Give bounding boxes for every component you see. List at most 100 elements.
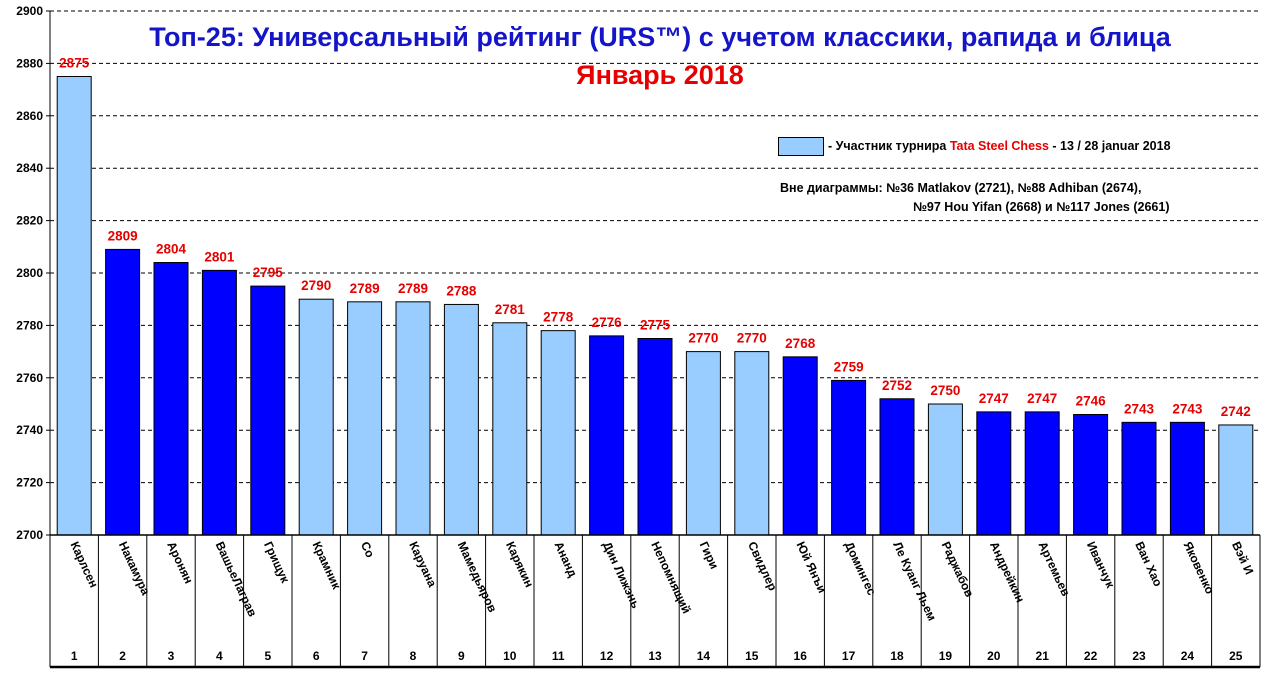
y-tick-label: 2780 (16, 318, 43, 332)
bar (976, 411, 1012, 536)
bar-value-label: 2743 (1124, 401, 1155, 416)
bar-value-label: 2789 (350, 281, 380, 296)
player-rank-label: 14 (697, 649, 711, 663)
chart-title: Топ-25: Универсальный рейтинг (URS™) с у… (149, 22, 1171, 52)
bar-value-label: 2759 (834, 359, 864, 374)
chart-subtitle: Январь 2018 (576, 60, 744, 90)
bar-value-label: 2778 (543, 310, 574, 325)
player-rank-label: 21 (1036, 649, 1050, 663)
bar (153, 262, 189, 536)
player-rank-label: 16 (794, 649, 808, 663)
player-rank-label: 9 (458, 649, 465, 663)
legend-dates: - 13 / 28 januar 2018 (1048, 138, 1171, 153)
off-chart-note-line1: Вне диаграммы: №36 Matlakov (2721), №88 … (780, 181, 1142, 195)
player-name-label: Крамник (309, 539, 344, 592)
bar (540, 330, 576, 536)
bar (1169, 421, 1205, 536)
y-tick-label: 2760 (16, 371, 43, 385)
value-labels: 2875 2809 2804 2801 2795 2790 2789 2789 2788 2781… (59, 56, 1251, 419)
player-rank-label: 8 (410, 649, 417, 663)
bar (492, 322, 528, 536)
player-name-label: Непомнящий (648, 539, 694, 615)
bar-value-label: 2801 (204, 249, 235, 264)
bar-value-label: 2743 (1172, 401, 1203, 416)
bar (685, 351, 721, 536)
bar (831, 379, 867, 536)
player-rank-label: 24 (1181, 649, 1195, 663)
player-name-label: Ван Хао (1132, 539, 1165, 588)
bar (201, 269, 237, 536)
player-rank-label: 6 (313, 649, 320, 663)
y-tick-label: 2720 (16, 476, 43, 490)
player-rank-label: 19 (939, 649, 953, 663)
bar (395, 301, 431, 536)
bar (1121, 421, 1157, 536)
bar (105, 248, 141, 536)
player-name-label: Раджабов (939, 539, 977, 599)
bar (443, 303, 479, 536)
player-rank-label: 25 (1229, 649, 1243, 663)
y-tick-label: 2840 (16, 161, 43, 175)
bars (56, 76, 1254, 536)
player-rank-label: 2 (119, 649, 126, 663)
bar-value-label: 2768 (785, 336, 816, 351)
bar-value-label: 2809 (108, 228, 138, 243)
bar-value-label: 2742 (1221, 404, 1251, 419)
player-rank-label: 18 (890, 649, 904, 663)
player-name-label: Свидлер (745, 539, 780, 593)
y-tick-label: 2900 (16, 4, 43, 18)
legend: - Участник турнира Tata Steel Chess - 13… (778, 137, 1171, 156)
bar-value-label: 2776 (592, 315, 623, 330)
bar-value-label: 2795 (253, 265, 284, 280)
legend-prefix: - Участник турнира (828, 138, 950, 153)
player-rank-label: 4 (216, 649, 223, 663)
player-name-label: Иванчук (1084, 539, 1118, 591)
player-rank-label: 12 (600, 649, 614, 663)
player-rank-label: 10 (503, 649, 517, 663)
player-name-label: ВашьеЛаграв (213, 539, 260, 618)
player-name-label: Домингес (842, 539, 879, 597)
bar-value-label: 2770 (737, 331, 767, 346)
bar-value-label: 2781 (495, 302, 526, 317)
y-tick-label: 2860 (16, 109, 43, 123)
bar-value-label: 2770 (688, 331, 718, 346)
bar (347, 301, 383, 536)
player-rank-label: 15 (745, 649, 759, 663)
bar (298, 298, 334, 536)
bar (927, 403, 963, 536)
player-rank-label: 13 (648, 649, 662, 663)
player-name-label: Артемьев (1035, 539, 1072, 598)
bar (56, 76, 92, 536)
bar-value-label: 2804 (156, 242, 187, 257)
player-rank-label: 1 (71, 649, 78, 663)
player-name-label: Ле Куанг Льем (890, 539, 939, 623)
player-table: Карлсен 1 Накамура 2 Аронян 3 ВашьеЛаграв 4 Грищ… (49, 535, 1261, 669)
bar-value-label: 2746 (1076, 393, 1107, 408)
bar (1024, 411, 1060, 536)
bar-value-label: 2752 (882, 378, 912, 393)
player-name-label: Накамура (116, 539, 153, 597)
bar (1218, 424, 1254, 536)
player-name-label: Ананд (551, 539, 580, 579)
player-name-label: Гири (697, 539, 722, 571)
bar-value-label: 2747 (1027, 391, 1057, 406)
y-tick-label: 2800 (16, 266, 43, 280)
player-rank-label: 23 (1132, 649, 1146, 663)
bar-value-label: 2788 (446, 283, 477, 298)
bar-value-label: 2750 (930, 383, 960, 398)
legend-swatch-participant (778, 137, 824, 156)
player-rank-label: 17 (842, 649, 856, 663)
player-rank-label: 11 (552, 649, 565, 663)
y-tick-label: 2700 (16, 528, 43, 542)
bar (589, 335, 625, 536)
y-tick-label: 2740 (16, 423, 43, 437)
legend-tournament-name: Tata Steel Chess (949, 138, 1049, 153)
bar-value-label: 2747 (979, 391, 1009, 406)
player-name-label: Карлсен (67, 539, 101, 590)
bar-value-label: 2789 (398, 281, 428, 296)
player-name-label: Дин Лижэнь (600, 539, 643, 610)
player-name-label: Карякин (503, 539, 536, 589)
player-rank-label: 3 (168, 649, 175, 663)
axes: 2700 2720 2740 2760 2780 2800 2820 2840 2860 2880… (16, 4, 1260, 542)
